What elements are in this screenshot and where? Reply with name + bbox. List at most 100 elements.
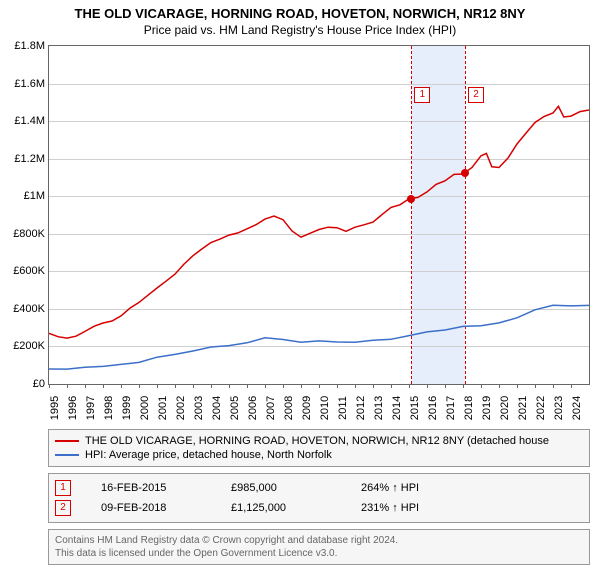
x-tick xyxy=(85,384,86,388)
x-tick xyxy=(463,384,464,388)
chart-container: THE OLD VICARAGE, HORNING ROAD, HOVETON,… xyxy=(0,0,600,565)
x-tick xyxy=(229,384,230,388)
legend-row: THE OLD VICARAGE, HORNING ROAD, HOVETON,… xyxy=(55,434,583,448)
x-axis-label: 1997 xyxy=(85,396,97,420)
x-axis-label: 2010 xyxy=(319,396,331,420)
x-axis-label: 2008 xyxy=(283,396,295,420)
y-axis-label: £200K xyxy=(13,340,45,352)
x-axis-label: 2011 xyxy=(337,396,349,420)
x-tick xyxy=(103,384,104,388)
x-axis-label: 2016 xyxy=(427,396,439,420)
x-tick xyxy=(481,384,482,388)
x-axis-label: 2004 xyxy=(211,396,223,420)
chart-title: THE OLD VICARAGE, HORNING ROAD, HOVETON,… xyxy=(0,6,600,21)
x-tick xyxy=(157,384,158,388)
y-axis-label: £400K xyxy=(13,303,45,315)
sale-point xyxy=(461,169,469,177)
x-axis-label: 2009 xyxy=(301,396,313,420)
x-axis-label: 1998 xyxy=(103,396,115,420)
y-axis-label: £800K xyxy=(13,228,45,240)
x-axis-label: 2015 xyxy=(409,396,421,420)
plot-area: £0£200K£400K£600K£800K£1M£1.2M£1.4M£1.6M… xyxy=(48,45,590,385)
sale-point xyxy=(407,195,415,203)
chart-titles: THE OLD VICARAGE, HORNING ROAD, HOVETON,… xyxy=(0,0,600,37)
x-tick xyxy=(211,384,212,388)
sale-price: £985,000 xyxy=(231,482,331,494)
sale-row: 2 09-FEB-2018 £1,125,000 231% ↑ HPI xyxy=(55,498,583,518)
legend-row: HPI: Average price, detached house, Nort… xyxy=(55,448,583,462)
x-tick xyxy=(445,384,446,388)
x-axis-label: 2017 xyxy=(445,396,457,420)
x-tick xyxy=(535,384,536,388)
sale-marker: 1 xyxy=(55,480,71,496)
legend-label: HPI: Average price, detached house, Nort… xyxy=(85,449,332,461)
sales-box: 1 16-FEB-2015 £985,000 264% ↑ HPI 2 09-FEB-20… xyxy=(48,473,590,523)
x-tick xyxy=(301,384,302,388)
x-axis-label: 2005 xyxy=(229,396,241,420)
y-axis-label: £1.8M xyxy=(14,40,45,52)
x-tick xyxy=(499,384,500,388)
y-axis-label: £1.2M xyxy=(14,153,45,165)
y-axis-label: £600K xyxy=(13,265,45,277)
x-axis-label: 2019 xyxy=(481,396,493,420)
x-axis-label: 1996 xyxy=(67,396,79,420)
x-axis-label: 2000 xyxy=(139,396,151,420)
series-line xyxy=(49,106,589,338)
x-axis-label: 2006 xyxy=(247,396,259,420)
x-axis-label: 2022 xyxy=(535,396,547,420)
x-axis-label: 2021 xyxy=(517,396,529,420)
x-axis-label: 2013 xyxy=(373,396,385,420)
sale-pct: 231% ↑ HPI xyxy=(361,502,419,514)
sale-date: 16-FEB-2015 xyxy=(101,482,201,494)
x-tick xyxy=(67,384,68,388)
x-tick xyxy=(571,384,572,388)
footer-line-2: This data is licensed under the Open Gov… xyxy=(55,547,583,560)
chart-subtitle: Price paid vs. HM Land Registry's House … xyxy=(0,23,600,37)
x-tick xyxy=(373,384,374,388)
x-axis-label: 2007 xyxy=(265,396,277,420)
legend-swatch xyxy=(55,454,79,456)
x-tick xyxy=(391,384,392,388)
x-tick xyxy=(121,384,122,388)
y-axis-label: £1M xyxy=(24,190,45,202)
x-tick xyxy=(355,384,356,388)
sale-price: £1,125,000 xyxy=(231,502,331,514)
series-line xyxy=(49,305,589,369)
y-axis-label: £1.6M xyxy=(14,78,45,90)
x-tick xyxy=(517,384,518,388)
x-axis-label: 1995 xyxy=(49,396,61,420)
x-tick xyxy=(337,384,338,388)
x-axis-label: 2024 xyxy=(571,396,583,420)
x-axis-label: 2001 xyxy=(157,396,169,420)
y-axis-label: £0 xyxy=(33,378,45,390)
x-axis-label: 2012 xyxy=(355,396,367,420)
sale-row: 1 16-FEB-2015 £985,000 264% ↑ HPI xyxy=(55,478,583,498)
legend-swatch xyxy=(55,440,79,442)
x-tick xyxy=(283,384,284,388)
x-tick xyxy=(553,384,554,388)
y-axis-label: £1.4M xyxy=(14,115,45,127)
sale-date: 09-FEB-2018 xyxy=(101,502,201,514)
x-tick xyxy=(247,384,248,388)
x-tick xyxy=(193,384,194,388)
legend-label: THE OLD VICARAGE, HORNING ROAD, HOVETON,… xyxy=(85,435,549,447)
x-axis-label: 2014 xyxy=(391,396,403,420)
x-axis-label: 2018 xyxy=(463,396,475,420)
x-axis-label: 2020 xyxy=(499,396,511,420)
x-tick xyxy=(139,384,140,388)
footer-line-1: Contains HM Land Registry data © Crown c… xyxy=(55,534,583,547)
sale-pct: 264% ↑ HPI xyxy=(361,482,419,494)
x-axis-label: 2023 xyxy=(553,396,565,420)
x-tick xyxy=(49,384,50,388)
x-tick xyxy=(409,384,410,388)
x-tick xyxy=(319,384,320,388)
legend-box: THE OLD VICARAGE, HORNING ROAD, HOVETON,… xyxy=(48,429,590,467)
x-tick xyxy=(265,384,266,388)
x-tick xyxy=(175,384,176,388)
x-axis-label: 2003 xyxy=(193,396,205,420)
sale-marker: 2 xyxy=(55,500,71,516)
series-svg xyxy=(49,46,589,384)
x-axis-label: 1999 xyxy=(121,396,133,420)
x-tick xyxy=(427,384,428,388)
x-axis-label: 2002 xyxy=(175,396,187,420)
